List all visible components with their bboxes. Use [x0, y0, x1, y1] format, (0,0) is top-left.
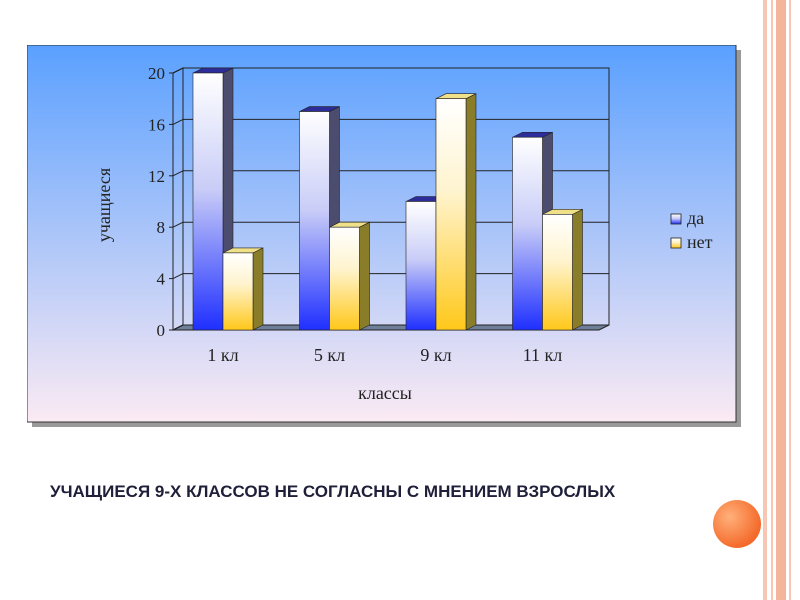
- bar: [222, 252, 254, 331]
- legend-label: да: [687, 208, 704, 228]
- chart-background: [27, 45, 737, 423]
- y-tick-label: 16: [148, 115, 165, 134]
- gridline-depth: [172, 67, 184, 74]
- bar-side: [359, 221, 370, 331]
- x-tick-label: 9 кл: [420, 345, 451, 365]
- gridline-depth: [172, 170, 184, 177]
- bar: [435, 98, 467, 331]
- bar-side: [252, 247, 264, 331]
- x-tick-label: 1 кл: [207, 345, 238, 365]
- legend: да нет: [670, 208, 713, 252]
- orange-circle-decoration: [713, 500, 761, 548]
- y-tick-label: 12: [148, 167, 165, 186]
- legend-swatch: [670, 213, 682, 225]
- x-axis-title: классы: [358, 383, 412, 403]
- bar: [299, 111, 330, 331]
- bar: [329, 226, 360, 331]
- x-tick-label: 11 кл: [523, 345, 563, 365]
- gridline-depth: [172, 221, 184, 228]
- bar: [512, 136, 543, 331]
- legend-swatch: [670, 237, 682, 249]
- gridline-depth: [172, 273, 184, 280]
- bar-side: [465, 93, 477, 331]
- bar: [192, 72, 224, 331]
- bar: [542, 214, 573, 331]
- gridline-depth: [172, 324, 184, 331]
- y-tick-label: 0: [157, 321, 166, 340]
- x-tick-label: 5 кл: [314, 345, 345, 365]
- gridline-depth: [172, 118, 184, 125]
- y-tick-label: 20: [148, 64, 165, 83]
- y-tick-label: 4: [157, 270, 166, 289]
- bar: [405, 201, 437, 331]
- y-tick-label: 8: [157, 218, 166, 237]
- y-axis-title: учащиеся: [94, 168, 114, 242]
- slide-caption: УЧАЩИЕСЯ 9-Х КЛАССОВ НЕ СОГЛАСНЫ С МНЕНИ…: [50, 482, 616, 501]
- legend-label: нет: [687, 232, 713, 252]
- bar-side: [572, 208, 583, 331]
